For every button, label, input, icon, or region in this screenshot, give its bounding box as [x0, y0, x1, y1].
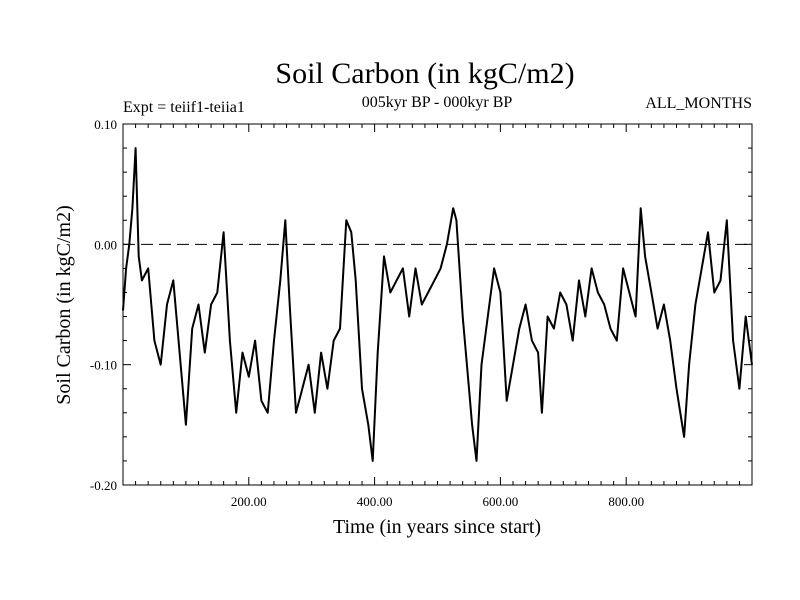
y-tick-label: -0.10 — [90, 358, 117, 373]
subtitle-time-range: 005kyr BP - 000kyr BP — [362, 94, 513, 111]
y-axis-label: Soil Carbon (in kgC/m2) — [53, 205, 75, 404]
series-line — [122, 147, 753, 462]
subtitle-months: ALL_MONTHS — [645, 95, 752, 112]
y-tick-label: 0.00 — [94, 237, 117, 252]
x-axis-label: Time (in years since start) — [333, 516, 541, 538]
subtitle-experiment: Expt = teiif1-teiia1 — [123, 99, 245, 116]
chart-title: Soil Carbon (in kgC/m2) — [275, 57, 574, 90]
x-tick-label: 800.00 — [608, 494, 644, 509]
tick-labels: 200.00 400.00 600.00 800.00 0.10 0.00 -0.10 -0.… — [90, 117, 644, 509]
x-tick-label: 400.00 — [357, 494, 393, 509]
x-tick-label: 600.00 — [483, 494, 519, 509]
plot-frame — [122, 123, 753, 486]
y-tick-label: -0.20 — [90, 478, 117, 493]
x-tick-label: 200.00 — [231, 494, 267, 509]
y-tick-label: 0.10 — [94, 117, 117, 132]
tick-marks — [122, 123, 753, 486]
